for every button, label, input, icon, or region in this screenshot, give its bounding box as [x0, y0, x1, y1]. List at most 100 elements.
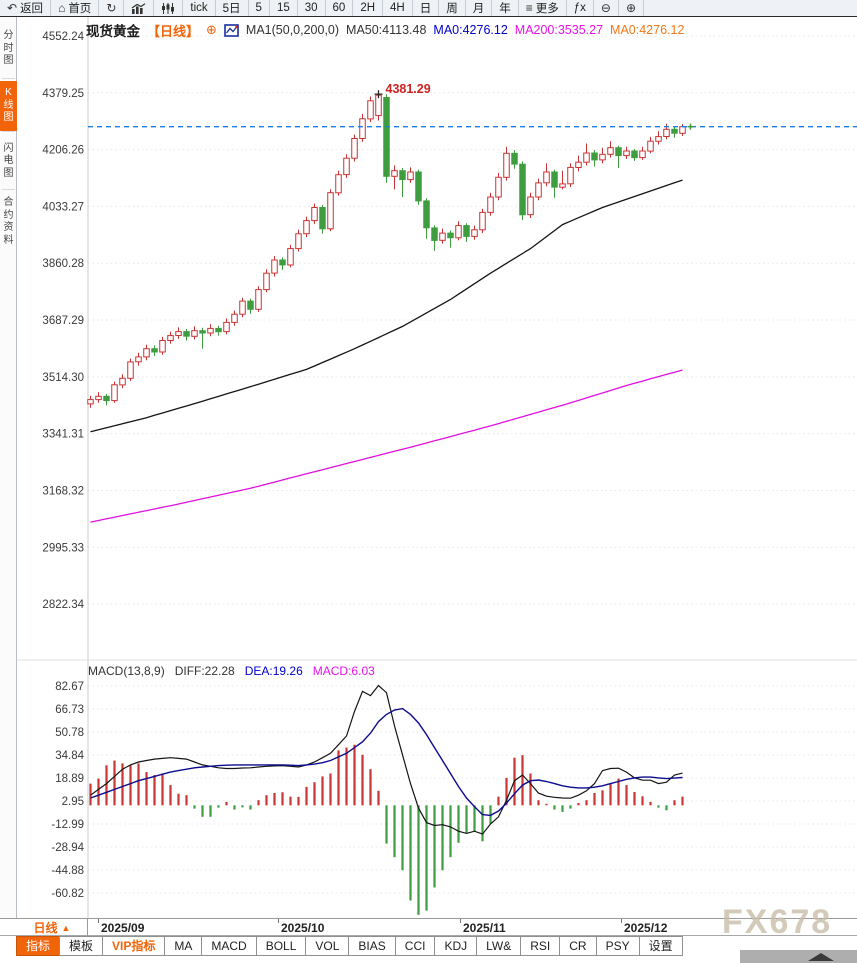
- interval-month-button[interactable]: 月: [466, 0, 493, 16]
- tab-bias[interactable]: BIAS: [348, 936, 396, 956]
- back-button[interactable]: ↶ 返回: [0, 0, 52, 16]
- bar-chart-type-button[interactable]: [124, 0, 155, 16]
- macd-header: MACD(13,8,9) DIFF:22.28 DEA:19.26 MACD:6…: [88, 664, 375, 678]
- macd-diff-value: DIFF:22.28: [174, 664, 235, 678]
- svg-text:2.95: 2.95: [62, 796, 84, 808]
- ma-settings-label: MA1(50,0,200,0): [245, 23, 340, 37]
- fx-indicator-button[interactable]: ƒx: [567, 0, 594, 16]
- chart-type-sidebar: 分 时 图 K 线 图闪 电 图合 约 资 料: [0, 17, 17, 918]
- pane-borders: [17, 17, 857, 918]
- x-axis-label: 2025/10: [281, 921, 325, 935]
- svg-text:34.84: 34.84: [55, 750, 84, 762]
- interval-year-button[interactable]: 年: [492, 0, 519, 16]
- tab-boll[interactable]: BOLL: [255, 936, 307, 956]
- zoom-out-button[interactable]: ⊖: [594, 0, 619, 16]
- svg-text:3168.32: 3168.32: [42, 485, 84, 497]
- candles-layer: [87, 92, 686, 408]
- sidebar-divider: [2, 78, 15, 79]
- refresh-button[interactable]: ↻: [99, 0, 125, 16]
- interval-week-button[interactable]: 周: [439, 0, 466, 16]
- interval-year-button-label: 年: [499, 3, 511, 15]
- interval-5d-button[interactable]: 5日: [216, 0, 249, 16]
- tab-macd[interactable]: MACD: [201, 936, 257, 956]
- interval-60-button-label: 60: [332, 2, 346, 14]
- sidebar-item-kline-chart[interactable]: K 线 图: [0, 81, 17, 131]
- tab-settings[interactable]: 设置: [638, 936, 683, 956]
- svg-text:-28.94: -28.94: [51, 842, 84, 854]
- svg-text:4033.27: 4033.27: [42, 201, 84, 213]
- more-button[interactable]: ≡ 更多: [519, 0, 567, 16]
- zoom-in-button[interactable]: ⊕: [619, 0, 645, 16]
- refresh-icon: ↻: [106, 1, 117, 15]
- chevron-up-icon: ▲: [61, 922, 71, 933]
- ma-indicator-icon: [224, 23, 239, 37]
- svg-text:18.89: 18.89: [55, 773, 84, 785]
- tab-vip-indicator[interactable]: VIP指标: [102, 936, 166, 956]
- tab-vol[interactable]: VOL: [305, 936, 350, 956]
- tab-template[interactable]: 模板: [59, 936, 104, 956]
- interval-week-button-label: 周: [446, 3, 458, 15]
- sidebar-item-timeshare-chart[interactable]: 分 时 图: [3, 30, 14, 67]
- sidebar-divider: [2, 131, 15, 132]
- ma200-value: MA200:3535.27: [514, 23, 604, 37]
- tab-psy[interactable]: PSY: [595, 936, 640, 956]
- current-price-line: [88, 123, 857, 130]
- home-button[interactable]: ⌂ 首页: [51, 0, 100, 16]
- zoom-out-icon: ⊖: [600, 1, 611, 15]
- timeframe-selector-label: 日线: [33, 921, 58, 935]
- candlestick-icon: [161, 2, 175, 14]
- interval-30-button-label: 30: [304, 2, 318, 14]
- svg-text:-60.82: -60.82: [51, 888, 84, 900]
- sidebar-item-lightning-chart[interactable]: 闪 电 图: [3, 142, 14, 179]
- diff-line: [90, 684, 683, 835]
- more-button-label: 更多: [535, 3, 559, 15]
- bar-chart-icon: [131, 2, 146, 14]
- tab-cr[interactable]: CR: [559, 936, 597, 956]
- interval-2h-button[interactable]: 2H: [353, 0, 384, 16]
- interval-5-button[interactable]: 5: [249, 0, 270, 16]
- sidebar-item-contract-info[interactable]: 合 约 资 料: [3, 197, 14, 246]
- tab-cci[interactable]: CCI: [394, 936, 436, 956]
- interval-4h-button[interactable]: 4H: [383, 0, 413, 16]
- macd-histogram: [89, 744, 684, 915]
- add-indicator-icon[interactable]: ⊕: [206, 22, 217, 37]
- timeframe-selector[interactable]: 日线 ▲: [17, 919, 88, 936]
- tab-lwr[interactable]: LW&: [476, 936, 522, 956]
- svg-text:2822.34: 2822.34: [42, 599, 84, 611]
- x-axis-label: 2025/11: [463, 921, 506, 935]
- back-icon: ↶: [7, 1, 18, 15]
- tab-rsi[interactable]: RSI: [520, 936, 561, 956]
- candle-chart-type-button[interactable]: [154, 0, 184, 16]
- ma50-value: MA50:4113.48: [346, 23, 427, 37]
- svg-text:3514.30: 3514.30: [42, 372, 84, 384]
- horizontal-scrollbar[interactable]: [740, 950, 857, 963]
- interval-15-button-label: 15: [276, 2, 290, 14]
- interval-5d-button-label: 5日: [222, 3, 241, 15]
- interval-5-button-label: 5: [255, 2, 262, 14]
- interval-30-button[interactable]: 30: [298, 0, 326, 16]
- interval-60-button[interactable]: 60: [326, 0, 354, 16]
- ma0-value-orange: MA0:4276.12: [610, 23, 685, 37]
- svg-text:4379.25: 4379.25: [42, 88, 84, 100]
- dea-line: [90, 707, 683, 817]
- interval-15-button[interactable]: 15: [270, 0, 298, 16]
- macd-hist-value: MACD:6.03: [312, 664, 375, 678]
- scrollbar-arrow-icon: [808, 953, 834, 961]
- tab-ma[interactable]: MA: [164, 936, 203, 956]
- interval-2h-button-label: 2H: [360, 2, 376, 14]
- tab-kdj[interactable]: KDJ: [434, 936, 478, 956]
- interval-day-button[interactable]: 日: [413, 0, 440, 16]
- ma0-value-blue: MA0:4276.12: [433, 23, 508, 37]
- x-axis-tick: [98, 919, 99, 923]
- timeframe-label: 【日线】: [147, 23, 200, 39]
- tab-indicator[interactable]: 指标: [16, 936, 61, 956]
- interval-tick-button[interactable]: tick: [183, 0, 216, 16]
- svg-text:50.78: 50.78: [55, 727, 84, 739]
- back-button-label: 返回: [20, 3, 44, 15]
- menu-icon: ≡: [525, 1, 533, 15]
- zoom-in-icon: ⊕: [625, 1, 637, 15]
- ma50-line: [90, 179, 683, 433]
- interval-month-button-label: 月: [472, 3, 485, 15]
